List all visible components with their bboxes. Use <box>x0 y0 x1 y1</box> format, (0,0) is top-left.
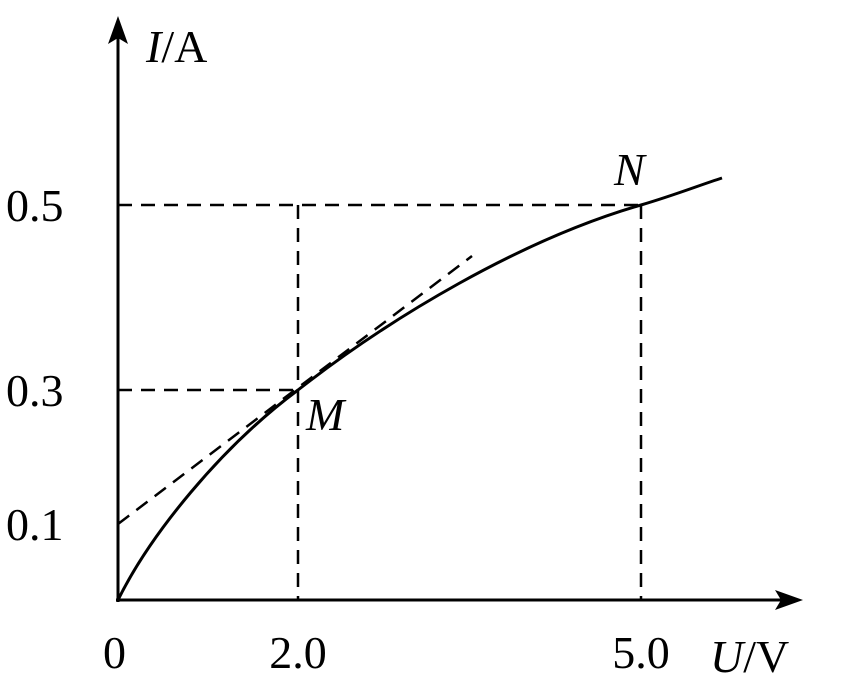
y-tick-label: 0.5 <box>6 180 64 231</box>
tangent-line <box>117 255 473 525</box>
y-tick-label: 0.3 <box>6 365 64 416</box>
y-axis-title: I/A <box>145 21 207 72</box>
point-label: M <box>305 389 347 440</box>
y-tick-label: 0.1 <box>6 499 64 550</box>
x-unit: /V <box>743 631 789 682</box>
x-axis-arrow <box>775 590 803 610</box>
y-unit: /A <box>161 21 207 72</box>
point-label: N <box>613 144 647 195</box>
x-quantity: U <box>710 631 746 682</box>
y-quantity: I <box>145 21 164 72</box>
iu-curve <box>116 176 723 601</box>
y-axis-arrow <box>108 16 128 44</box>
x-tick-label: 2.0 <box>269 627 327 678</box>
x-tick-label: 0 <box>103 627 126 678</box>
x-tick-label: 5.0 <box>612 627 670 678</box>
x-axis-title: U/V <box>710 631 789 682</box>
